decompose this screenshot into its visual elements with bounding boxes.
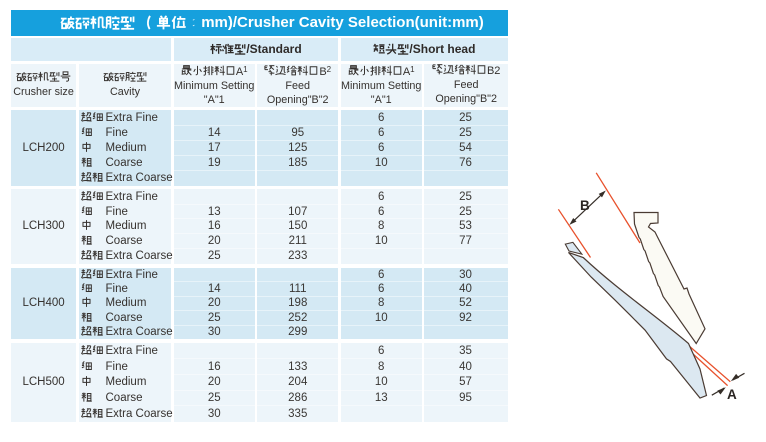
svg-text:A: A [727,387,737,402]
svg-text:B: B [580,198,590,213]
